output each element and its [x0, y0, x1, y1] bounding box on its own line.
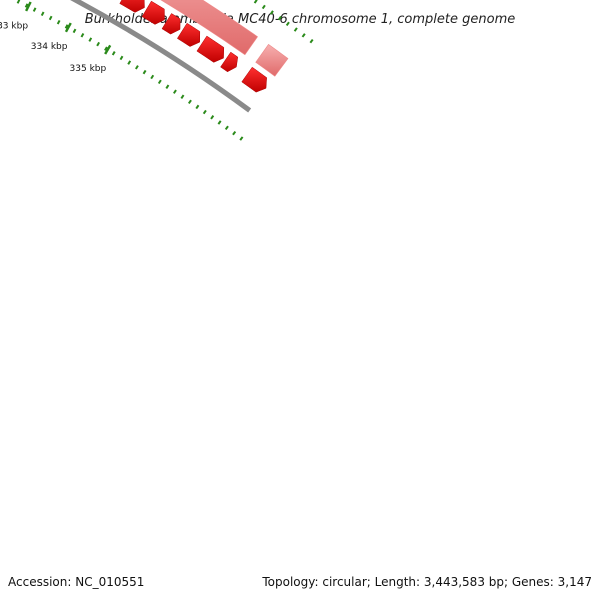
gene-arrow-layer — [119, 0, 267, 93]
minor-tick — [104, 46, 108, 51]
minor-tick — [173, 89, 177, 94]
gene-arrow — [196, 35, 225, 63]
backbone-layer — [70, 0, 252, 113]
minor-tick — [64, 24, 69, 29]
minor-tick — [142, 69, 147, 75]
minor-tick — [111, 51, 116, 56]
minor-tick — [72, 28, 77, 34]
minor-tick — [32, 7, 37, 12]
minor-tick — [217, 120, 222, 125]
minor-tick — [285, 21, 290, 27]
tick-label: 335 kbp — [70, 64, 107, 74]
minor-tick — [165, 84, 170, 89]
minor-tick — [119, 55, 124, 61]
minor-tick — [202, 109, 207, 115]
tick-label: 334 kbp — [31, 42, 68, 52]
gene-arrow — [241, 66, 267, 93]
minor-tick — [56, 19, 61, 25]
minor-tick — [210, 115, 215, 120]
minor-tick — [261, 4, 266, 10]
summary-text: Topology: circular; Length: 3,443,583 bp… — [261, 575, 592, 589]
cds-band-layer — [160, 0, 289, 77]
major-tick — [64, 22, 72, 33]
minor-tick — [48, 15, 53, 21]
minor-tick — [301, 33, 306, 38]
minor-tick — [135, 65, 139, 70]
minor-tick — [239, 136, 244, 141]
major-tick — [25, 1, 32, 12]
minor-tick — [88, 37, 93, 42]
minor-tick — [96, 41, 100, 47]
minor-tick — [16, 0, 21, 4]
minor-tick — [277, 15, 282, 21]
accession-text: Accession: NC_010551 — [8, 575, 144, 589]
gene-arrow — [161, 13, 181, 35]
minor-tick — [293, 27, 298, 32]
minor-tick — [40, 11, 45, 17]
minor-tick — [80, 32, 85, 38]
gene-arrow — [141, 0, 165, 25]
minor-tick — [24, 3, 29, 8]
gene-arrow — [177, 22, 201, 47]
cds-band — [255, 43, 289, 77]
minor-tick — [127, 60, 132, 65]
major-tick — [104, 44, 112, 55]
gene-arrow — [119, 0, 145, 13]
minor-tick — [195, 104, 200, 110]
tick-layer: 328 kbp329 kbp330 kbp331 kbp332 kbp333 k… — [0, 0, 314, 141]
tick-label: 333 kbp — [0, 21, 28, 31]
minor-tick — [309, 38, 314, 44]
backbone-line — [70, 0, 252, 113]
minor-tick — [224, 125, 229, 131]
minor-tick — [253, 0, 258, 4]
gene-arrow — [220, 51, 239, 73]
minor-tick — [157, 79, 162, 85]
cds-band — [160, 0, 258, 56]
minor-tick — [269, 10, 274, 15]
minor-tick — [232, 130, 237, 136]
minor-tick — [150, 74, 155, 80]
minor-tick — [180, 94, 185, 99]
minor-tick — [187, 99, 192, 105]
